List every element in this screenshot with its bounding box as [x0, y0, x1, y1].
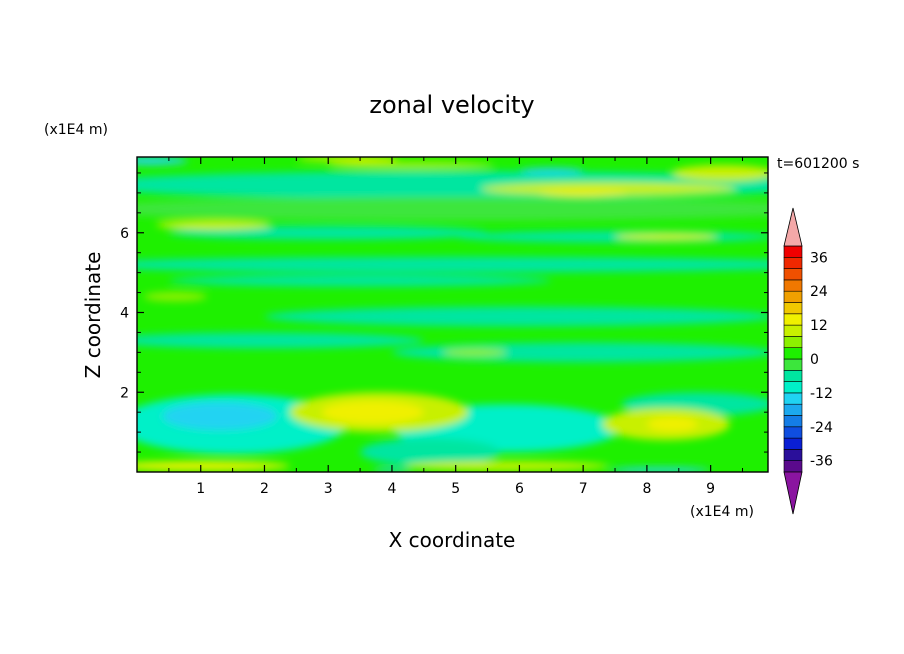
y-tick: 4 [120, 306, 768, 322]
colorbar-box [783, 347, 803, 360]
velocity-patch [137, 332, 424, 349]
velocity-patch [162, 402, 278, 431]
plot-frame [136, 156, 769, 473]
y-tick: 2 [120, 385, 768, 401]
x-tick: 8 [642, 157, 651, 497]
y-tick-label: 2 [120, 385, 129, 401]
colorbar-box [783, 403, 803, 416]
velocity-patch [646, 416, 698, 432]
velocity-patch [137, 461, 290, 471]
colorbar-box [783, 302, 803, 315]
colorbar-box [783, 313, 803, 326]
colorbar-over-arrow [783, 207, 803, 247]
colorbar-box [783, 279, 803, 292]
y-axis-label: Z coordinate [81, 252, 105, 379]
velocity-patch [156, 220, 271, 230]
velocity-patch [538, 189, 628, 197]
y-tick: 6 [120, 226, 768, 242]
velocity-field [137, 157, 768, 472]
velocity-patch [672, 164, 768, 181]
x-tick: 4 [387, 157, 396, 497]
colorbar-label: -12 [810, 386, 833, 402]
plot-area: 1 2 3 4 5 6 7 8 9 2 4 6 [120, 156, 769, 497]
velocity-patch [143, 291, 208, 302]
colorbar-box [783, 256, 803, 269]
colorbar-box [783, 290, 803, 303]
x-tick-label: 4 [387, 481, 396, 497]
y-tick-label: 6 [120, 226, 129, 242]
x-tick-label: 3 [324, 481, 333, 497]
colorbar-label: 0 [810, 352, 819, 368]
velocity-patch [392, 342, 768, 363]
colorbar-box [783, 460, 803, 473]
colorbar-box [783, 358, 803, 371]
velocity-patch [455, 230, 768, 243]
velocity-patch [519, 167, 584, 175]
colorbar: 36 24 12 0 -12 -24 -36 [783, 207, 833, 515]
x-tick-label: 8 [642, 481, 651, 497]
colorbar-label: 24 [810, 284, 828, 300]
colorbar-box [783, 336, 803, 348]
x-tick: 6 [515, 157, 524, 497]
x-axis-ticks: 1 2 3 4 5 6 7 8 9 [168, 157, 744, 497]
velocity-patch [296, 157, 399, 162]
velocity-patch [168, 274, 552, 287]
y-unit-label: (x1E4 m) [44, 122, 108, 138]
x-tick-label: 5 [451, 481, 460, 497]
x-tick-label: 1 [196, 481, 205, 497]
velocity-patch [615, 232, 718, 241]
velocity-patch [328, 160, 494, 170]
colorbar-box [783, 426, 803, 439]
colorbar-box [783, 324, 803, 337]
velocity-patch [321, 401, 424, 424]
time-label: t=601200 s [777, 156, 859, 172]
x-tick: 9 [706, 157, 715, 497]
colorbar-box [783, 268, 803, 281]
colorbar-box [783, 381, 803, 394]
colorbar-box [783, 449, 803, 461]
colorbar-label: -36 [810, 454, 833, 470]
x-tick-label: 6 [515, 481, 524, 497]
colorbar-box [783, 437, 803, 450]
colorbar-box [783, 245, 803, 258]
chart-title: zonal velocity [369, 91, 534, 119]
x-tick-label: 2 [260, 481, 269, 497]
x-tick: 5 [451, 157, 460, 497]
colorbar-box [783, 369, 803, 382]
velocity-patch [608, 467, 711, 472]
x-tick: 3 [324, 157, 333, 497]
y-tick-label: 4 [120, 306, 129, 322]
colorbar-label: 36 [810, 250, 828, 266]
y-axis-ticks: 2 4 6 [120, 172, 768, 453]
x-tick: 7 [579, 157, 588, 497]
colorbar-label: 12 [810, 318, 828, 334]
velocity-patch [168, 225, 488, 240]
x-axis-label: X coordinate [389, 528, 516, 552]
colorbar-label: -24 [810, 420, 833, 436]
x-unit-label: (x1E4 m) [690, 504, 754, 520]
x-tick-label: 9 [706, 481, 715, 497]
velocity-patch [137, 157, 188, 165]
x-tick: 2 [260, 157, 269, 497]
velocity-patch [442, 348, 507, 357]
velocity-patch [404, 461, 609, 471]
velocity-patch [264, 306, 768, 327]
x-tick-label: 7 [579, 481, 588, 497]
x-tick: 1 [196, 157, 205, 497]
velocity-patch [360, 438, 501, 467]
colorbar-box [783, 415, 803, 428]
velocity-patch [137, 256, 768, 273]
colorbar-box [783, 392, 803, 405]
velocity-patch [137, 196, 768, 221]
colorbar-under-arrow [783, 471, 803, 515]
